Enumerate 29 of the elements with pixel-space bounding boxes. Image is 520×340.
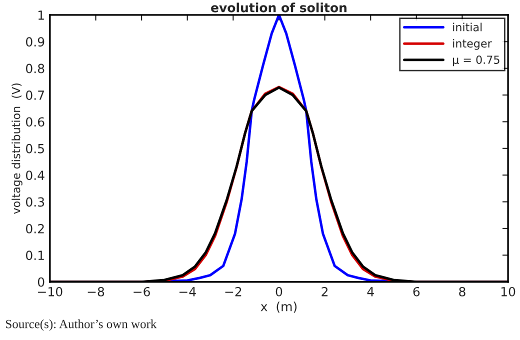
y-tick-label: 0.4 <box>26 170 44 180</box>
legend-label: integer <box>453 39 492 50</box>
y-tick-label: 1 <box>38 10 44 20</box>
y-axis-title: voltage distribution (V) <box>12 84 22 214</box>
chart-title: evolution of soliton <box>211 2 346 12</box>
y-tick-label: 0 <box>38 277 44 287</box>
y-tick-label: 0.8 <box>26 64 44 74</box>
legend-label: μ = 0.75 <box>453 56 500 66</box>
y-tick-label: 0.5 <box>26 144 44 154</box>
y-tick-label: 0.1 <box>26 250 44 260</box>
y-tick-label: 0.7 <box>26 90 44 100</box>
y-tick-label: 0.2 <box>26 224 44 234</box>
y-tick-label: 0.6 <box>26 117 44 127</box>
x-tick-label: 2 <box>322 286 328 296</box>
x-tick-label: −8 <box>88 286 104 296</box>
x-tick-label: 8 <box>459 286 466 296</box>
x-tick-label: −10 <box>38 286 62 296</box>
x-tick-label: 6 <box>413 286 420 296</box>
x-tick-label: 10 <box>501 286 516 296</box>
y-tick-label: 0.3 <box>26 197 44 207</box>
x-tick-label: −6 <box>134 286 150 296</box>
x-tick-label: −2 <box>225 286 242 296</box>
x-axis-title: x (m) <box>260 302 297 313</box>
source-note: Source(s): Author’s own work <box>6 319 157 331</box>
x-tick-label: −4 <box>179 287 196 296</box>
legend-label: initial <box>453 22 482 32</box>
x-tick-label: 4 <box>367 287 374 296</box>
y-tick-label: 0.9 <box>26 37 44 47</box>
x-tick-label: 0 <box>276 286 282 296</box>
